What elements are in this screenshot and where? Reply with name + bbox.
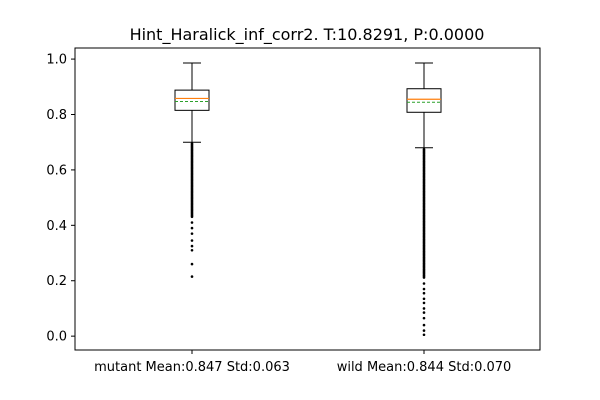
outlier-point — [190, 275, 194, 278]
plot-marks: 0.0 0.2 0.4 0.6 0.8 1.0 mutant Mean:0.847 Std:… — [46, 53, 511, 375]
plot-frame — [74, 47, 541, 351]
outlier-point — [422, 297, 426, 301]
y-tick-label: 0.4 — [46, 219, 67, 234]
outlier-point — [190, 248, 194, 252]
outlier-point — [422, 307, 426, 310]
y-tick-label: 0.8 — [46, 108, 67, 123]
outlier-point — [422, 311, 426, 314]
y-tick-label: 0.2 — [46, 274, 67, 289]
outlier-point — [422, 287, 426, 291]
outlier-point — [190, 262, 194, 266]
outlier-point — [190, 226, 194, 230]
y-tick-label: 0.6 — [46, 163, 67, 178]
chart-title: Hint_Haralick_inf_corr2. T:10.8291, P:0.… — [130, 25, 485, 45]
outlier-point — [422, 282, 426, 285]
outlier-point — [422, 323, 426, 327]
outlier-point — [190, 232, 194, 235]
y-tick-label: 0.0 — [46, 330, 67, 345]
outlier-point — [422, 333, 426, 337]
outlier-point — [190, 221, 194, 224]
outlier-point — [190, 239, 194, 242]
box-iqr — [406, 88, 442, 113]
outlier-point — [190, 244, 194, 248]
outlier-point — [422, 329, 426, 332]
outlier-point — [422, 301, 426, 305]
outlier-point — [422, 291, 426, 295]
outlier-point — [422, 276, 426, 279]
y-tick-label: 1.0 — [46, 53, 67, 68]
outlier-point — [190, 215, 194, 219]
x-tick-label: wild Mean:0.844 Std:0.070 — [337, 360, 512, 375]
x-tick-label: mutant Mean:0.847 Std:0.063 — [94, 360, 290, 375]
box-iqr — [174, 89, 210, 111]
outlier-point — [422, 316, 426, 320]
